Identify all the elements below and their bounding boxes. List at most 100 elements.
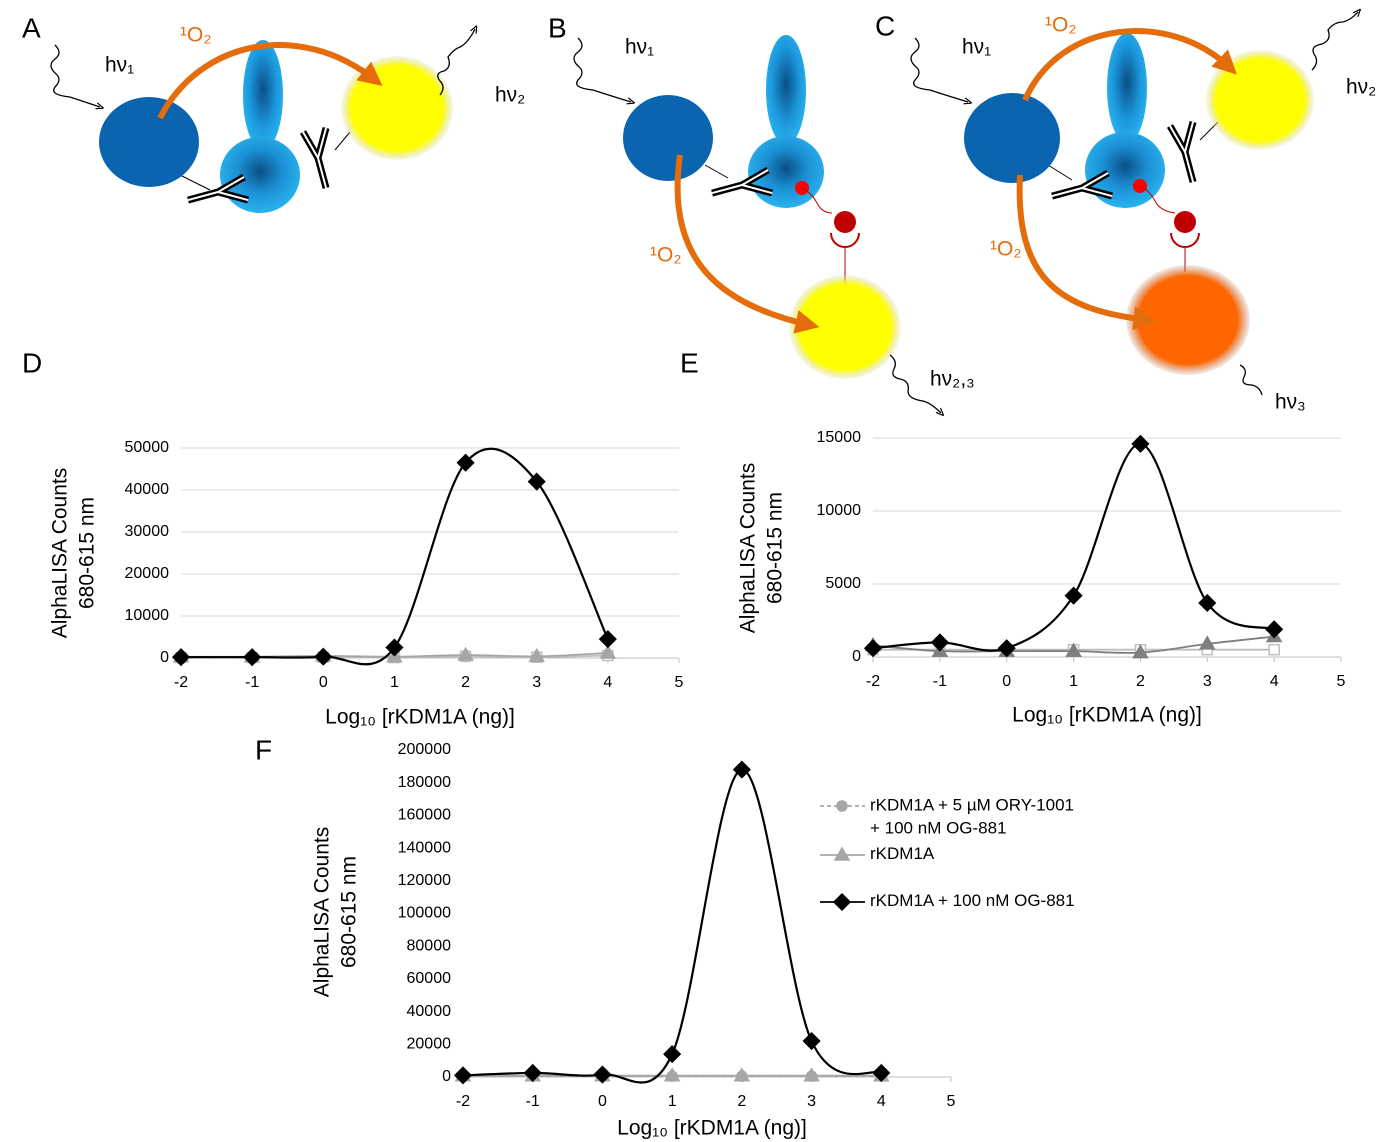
x-tick-label: 4: [877, 1093, 886, 1110]
point: [733, 1067, 751, 1082]
point: [171, 648, 191, 667]
point: [385, 638, 404, 657]
x-tick-label: -1: [526, 1093, 540, 1110]
y-tick-label: 10000: [125, 607, 170, 624]
chart: 0 10000 20000 30000 40000 50000 -2 -1 0 1 2 3 4 5 Log₁…: [48, 439, 684, 728]
y-tick-label: 140000: [398, 839, 451, 856]
y-axis-title: AlphaLISA Counts 680-615 nm: [310, 827, 360, 997]
panel-label: D: [22, 347, 42, 378]
panel-label: E: [680, 347, 699, 378]
point: [1268, 643, 1280, 656]
x-tick-label: 1: [390, 674, 399, 691]
y-axis-title: AlphaLISA Counts 680-615 nm: [48, 468, 98, 638]
y-tick-label: 20000: [125, 565, 170, 582]
point: [528, 647, 546, 663]
y-tick-label: 30000: [125, 523, 170, 540]
point: [1198, 593, 1217, 613]
x-tick-label: -2: [456, 1093, 470, 1110]
point: [663, 1067, 681, 1082]
panel-label: A: [22, 12, 41, 43]
y-axis-title: AlphaLISA Counts 680-615 nm: [736, 463, 786, 633]
y-tick-label: 160000: [398, 807, 451, 824]
y-tick-label: 80000: [407, 937, 452, 954]
y-tick-label: 50000: [125, 439, 170, 456]
point: [803, 1067, 820, 1082]
x-tick-label: 5: [947, 1093, 956, 1110]
y-tick-label: 40000: [125, 481, 170, 498]
point: [732, 760, 751, 779]
x-tick-label: 4: [1270, 673, 1279, 690]
singlet-oxygen-label: ¹O₂: [650, 244, 681, 267]
singlet-oxygen-label: ¹O₂: [990, 238, 1021, 261]
singlet-oxygen-label: ¹O₂: [1045, 14, 1076, 37]
x-axis-title: Log₁₀ [rKDM1A (ng)]: [617, 1117, 807, 1140]
point: [1132, 644, 1149, 659]
legend-label: rKDM1A + 5 µM ORY-1001 + 100 nM OG-881: [870, 796, 1074, 838]
y-tick-label: 60000: [407, 970, 452, 987]
diagram-c: [910, 12, 1358, 396]
x-tick-label: 5: [675, 674, 684, 691]
chart: 0 20000 40000 60000 80000 100000 120000 140000 1…: [310, 741, 1075, 1139]
y-tick-label: 0: [442, 1068, 451, 1085]
point: [802, 1031, 821, 1051]
x-tick-label: 2: [461, 674, 470, 691]
x-tick-label: 1: [1069, 673, 1078, 690]
panel-label: F: [255, 734, 272, 765]
x-tick-label: 1: [668, 1093, 677, 1110]
y-tick-label: 0: [160, 649, 169, 666]
point: [243, 648, 262, 667]
x-axis-title: Log₁₀ [rKDM1A (ng)]: [325, 706, 515, 729]
legend-label: rKDM1A: [870, 844, 935, 863]
y-tick-label: 40000: [407, 1003, 452, 1020]
x-tick-label: 5: [1337, 673, 1346, 690]
legend-item: rKDM1A + 5 µM ORY-1001 + 100 nM OG-881: [820, 796, 1074, 838]
diagram-b: [573, 35, 941, 413]
legend-item: rKDM1A + 100 nM OG-881: [820, 891, 1075, 912]
x-tick-label: -1: [245, 674, 259, 691]
photon-label: hν₂: [495, 84, 525, 107]
panel-label: B: [548, 12, 567, 43]
legend-marker: [832, 892, 852, 912]
y-tick-label: 120000: [398, 872, 451, 889]
legend-marker: [836, 800, 848, 812]
x-tick-label: 3: [532, 674, 541, 691]
x-tick-label: 0: [319, 674, 328, 691]
x-tick-label: 3: [1203, 673, 1212, 690]
x-tick-label: 2: [1136, 673, 1145, 690]
x-tick-label: 3: [807, 1093, 816, 1110]
legend-item: rKDM1A: [820, 844, 935, 863]
point: [456, 453, 475, 472]
photon-label: hν₂,₃: [930, 368, 975, 391]
singlet-oxygen-label: ¹O₂: [180, 24, 211, 47]
photon-label: hν₂: [1346, 76, 1376, 99]
x-tick-label: 2: [737, 1093, 746, 1110]
point: [930, 633, 949, 652]
point: [523, 1063, 542, 1082]
point: [663, 1045, 682, 1064]
y-tick-label: 0: [852, 648, 861, 665]
legend-label: rKDM1A + 100 nM OG-881: [870, 891, 1075, 910]
point: [457, 646, 474, 661]
y-tick-label: 15000: [817, 429, 862, 446]
point: [1064, 586, 1083, 605]
point: [872, 1063, 891, 1082]
point: [1265, 620, 1284, 639]
diagram-a: [50, 29, 475, 226]
point: [599, 644, 617, 659]
legend-marker: [833, 846, 851, 861]
point: [598, 630, 617, 649]
x-axis-title: Log₁₀ [rKDM1A (ng)]: [1012, 704, 1202, 727]
point: [314, 647, 333, 666]
y-tick-label: 10000: [817, 502, 862, 519]
chart: 0 5000 10000 15000 -2 -1 0 1 2 3 4 5 Log₁₀ [rKDM1A (…: [736, 429, 1346, 726]
y-tick-label: 100000: [398, 905, 451, 922]
photon-label: hν₃: [1275, 391, 1306, 414]
point: [997, 639, 1016, 658]
y-tick-label: 5000: [825, 575, 861, 592]
x-tick-label: -1: [933, 673, 947, 690]
point: [527, 472, 546, 491]
x-tick-label: 0: [598, 1093, 607, 1110]
y-tick-label: 200000: [398, 741, 451, 758]
point: [453, 1066, 473, 1085]
